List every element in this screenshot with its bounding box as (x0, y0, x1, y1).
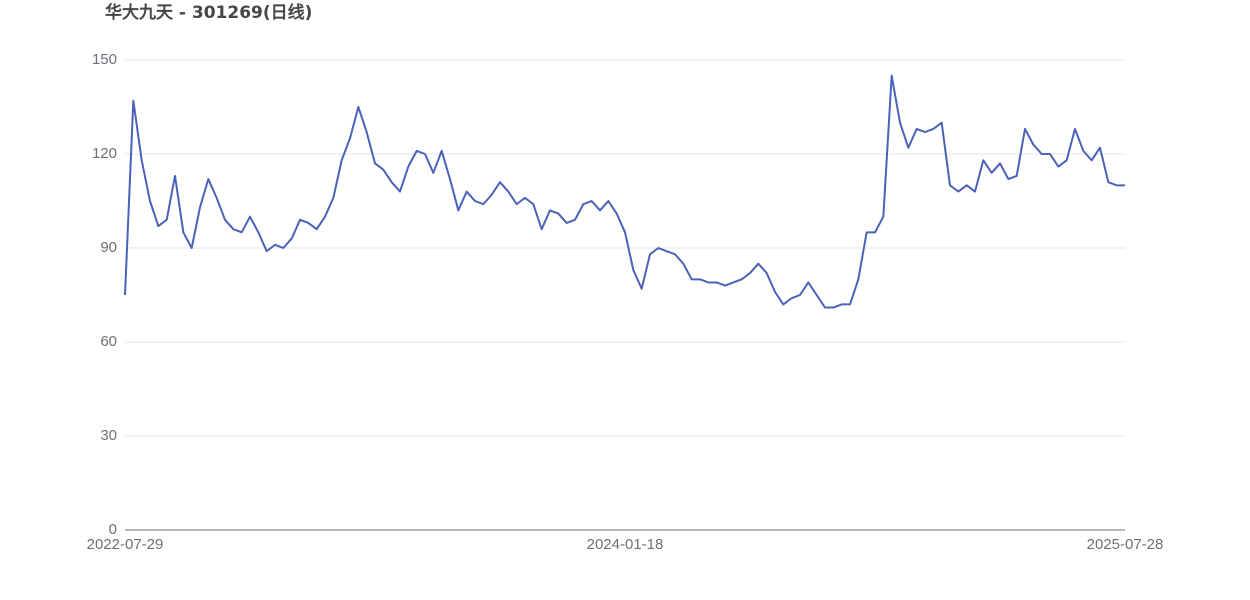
y-tick-label: 60 (100, 333, 117, 350)
price-line (124, 74, 1125, 309)
x-tick-label: 2022-07-29 (87, 536, 164, 553)
y-tick-label: 30 (100, 427, 117, 444)
y-tick-label: 150 (92, 51, 117, 68)
y-tick-label: 120 (92, 145, 117, 162)
y-tick-label: 0 (109, 521, 117, 538)
x-tick-label: 2025-07-28 (1087, 536, 1164, 553)
chart-title: 华大九天 - 301269(日线) (105, 2, 312, 23)
x-tick-label: 2024-01-18 (587, 536, 664, 553)
y-tick-label: 90 (100, 239, 117, 256)
